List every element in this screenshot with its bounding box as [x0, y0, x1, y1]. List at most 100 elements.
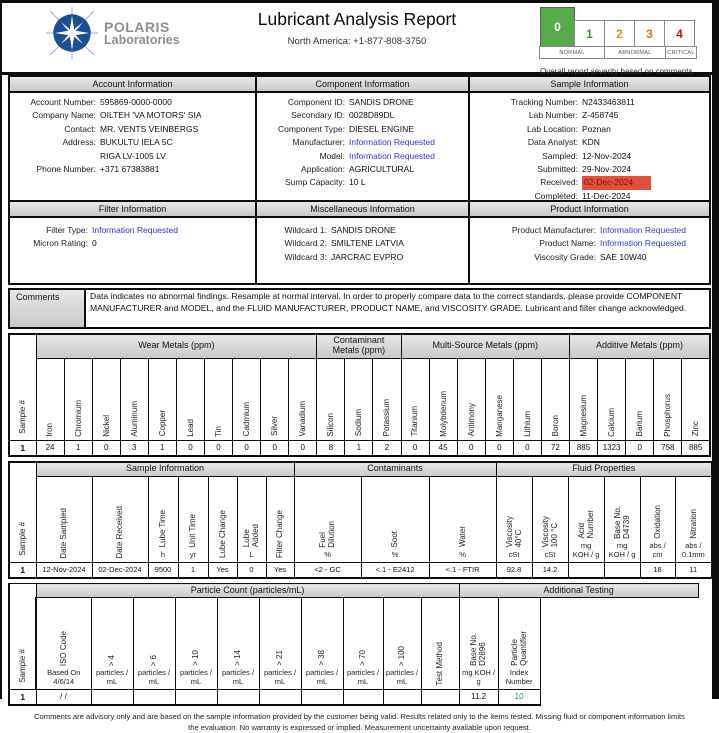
column-header-wrap: Antimony	[458, 359, 485, 440]
info-value-link[interactable]: Information Requested	[349, 136, 435, 149]
column-header-wrap: Lithium	[514, 359, 541, 440]
column-header-silver: Silver	[261, 358, 289, 440]
data-cell	[383, 690, 421, 705]
column-header-wrap: Titanium	[402, 359, 429, 440]
data-cell: 0	[176, 440, 204, 456]
sample-number-value: 1	[9, 562, 36, 578]
column-unit: mg KOH / g	[462, 668, 495, 686]
metals-table: Sample #Wear Metals (ppm)Contaminant Met…	[8, 333, 711, 457]
column-header-wrap: Test Method	[422, 598, 459, 689]
column-unit: particles / mL	[180, 668, 212, 686]
particle-count-table: Sample #Particle Count (particles/mL)Add…	[8, 583, 699, 706]
sample-number-value: 1	[9, 440, 36, 456]
info-row: Account Number:595869-0000-0000	[10, 96, 255, 109]
info-value: Poznan	[582, 123, 611, 136]
info-row: Company Name: OILTEH 'VA MOTORS' SIA	[10, 109, 255, 122]
column-header-text: Silicon	[326, 413, 335, 437]
column-header-wrap: Date Sampled	[37, 477, 92, 562]
column-unit: abs / 0.1mm	[682, 541, 705, 559]
data-cell: 45	[429, 440, 457, 456]
data-cell	[301, 690, 343, 705]
info-row: Received:02-Dec-2024	[470, 176, 709, 189]
column-header-text: Soot	[390, 531, 399, 547]
info-label: Micron Rating:	[10, 237, 88, 250]
info-value: 595869-0000-0000	[100, 96, 172, 109]
column-header-wrap: Aluminum	[121, 359, 148, 440]
info-value: KDN	[582, 136, 600, 149]
column-header-wrap: Filter Change	[267, 477, 294, 562]
column-header-text: Boron	[551, 415, 560, 436]
info-value-link[interactable]: Information Requested	[349, 150, 435, 163]
column-header-text: Manganese	[495, 395, 504, 437]
column-header-date-received: Date Received	[92, 476, 148, 562]
column-unit: cSt	[545, 550, 556, 559]
column-header-text: Acid Number	[577, 510, 595, 538]
data-cell: 10	[498, 690, 540, 705]
column-header-titanium: Titanium	[401, 358, 429, 440]
column-header-text: > 21	[275, 650, 284, 666]
info-label: Completed:	[470, 190, 578, 200]
data-cell: 885	[569, 440, 597, 456]
column-unit: Index Number	[506, 668, 533, 686]
column-header-wrap: Phosphorus	[654, 359, 681, 440]
column-header-text: Magnesium	[579, 395, 588, 436]
info-row: Tracking Number:N2433463811	[470, 96, 709, 109]
info-value-link[interactable]: Information Requested	[600, 224, 686, 237]
info-value-link[interactable]: Information Requested	[600, 237, 686, 250]
column-header-lithium: Lithium	[513, 358, 541, 440]
group-header-fluid-properties: Fluid Properties	[496, 462, 712, 476]
column-header-text: Lube Added	[242, 524, 260, 547]
column-header-wrap: > 4 particles / mL	[92, 598, 133, 689]
data-cell: 0	[626, 440, 654, 456]
info-value: SAE 10W40	[600, 251, 646, 264]
info-row: Micron Rating:0	[10, 237, 255, 250]
disclaimer-text: Comments are advisory only and are based…	[8, 711, 711, 733]
data-cell	[568, 562, 604, 578]
column-header-text: > 6	[149, 655, 158, 666]
column-header-text: > 4	[107, 655, 116, 666]
panel-title-account-information: Account Information	[10, 77, 255, 93]
data-cell: 8	[317, 440, 345, 456]
info-label: Company Name:	[10, 109, 96, 122]
column-header-text: > 70	[358, 650, 367, 666]
info-label: Phone Number:	[10, 163, 96, 176]
info-row: Secondary ID:0028D89DL	[257, 109, 468, 122]
severity-band-normal: NORMAL	[539, 46, 605, 59]
column-header-wrap: Chromium	[65, 359, 92, 440]
column-header-wrap: Date Received	[93, 477, 148, 562]
sample-number-header: Sample #	[9, 462, 36, 562]
filler-cell	[540, 598, 698, 690]
data-cell: 72	[541, 440, 569, 456]
polaris-logo: POLARIS Laboratories	[46, 7, 180, 59]
data-cell: <2 - GC	[294, 562, 361, 578]
column-header-wrap: Zinc	[682, 359, 709, 440]
info-value-link[interactable]: Information Requested	[92, 224, 178, 237]
data-cell: / /	[36, 690, 91, 705]
data-cell: 0	[485, 440, 513, 456]
column-header-text: Nitration	[689, 509, 698, 539]
column-unit: particles / mL	[96, 668, 128, 686]
column-header-text: Unit Time	[188, 514, 197, 548]
sample-number-header: Sample #	[9, 334, 36, 440]
column-unit: yr	[190, 550, 196, 559]
column-header-molybdenum: Molybdenum	[429, 358, 457, 440]
polaris-starburst-icon	[46, 7, 98, 59]
column-header-sodium: Sodium	[345, 358, 373, 440]
screen-edge-right	[712, 0, 719, 699]
info-value: OILTEH 'VA MOTORS' SIA	[100, 109, 202, 122]
data-cell: Yes	[266, 562, 294, 578]
severity-band-critical: CRITICAL	[665, 46, 697, 59]
